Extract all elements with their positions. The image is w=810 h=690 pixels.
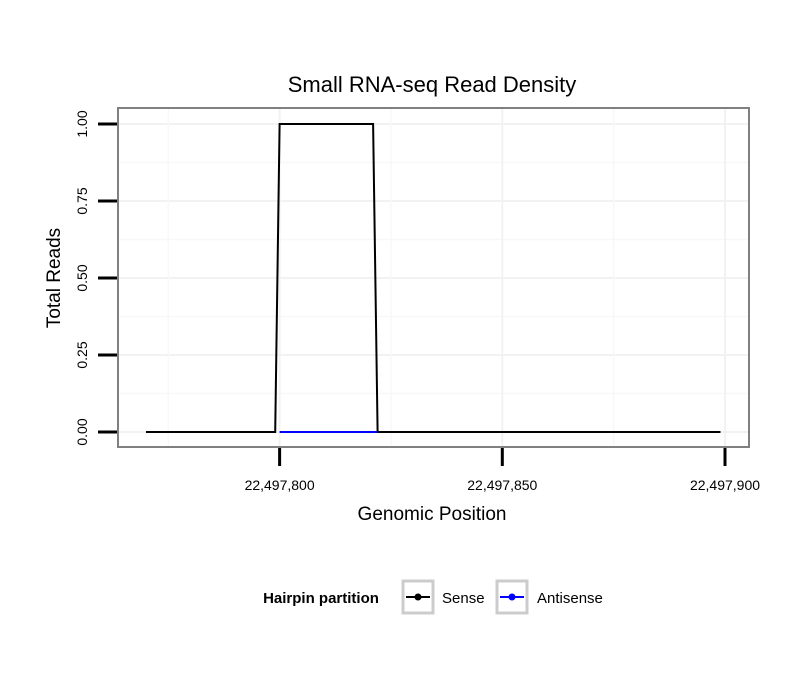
grid (118, 108, 749, 447)
legend-title: Hairpin partition (263, 590, 379, 607)
y-axis-title: Total Reads (44, 228, 65, 328)
x-tick-label-1: 22,497,850 (467, 477, 537, 493)
x-tick-label-0: 22,497,800 (245, 477, 315, 493)
y-tick-label-3: 0.75 (74, 187, 90, 214)
legend-label-sense: Sense (442, 590, 485, 607)
legend-item-antisense: Antisense (495, 579, 603, 615)
chart-title: Small RNA-seq Read Density (288, 72, 577, 97)
legend-label-antisense: Antisense (537, 590, 603, 607)
x-axis-title: Genomic Position (358, 504, 507, 525)
y-tick-label-0: 0.00 (74, 418, 90, 445)
x-tick-label-2: 22,497,900 (690, 477, 760, 493)
legend-point-antisense (508, 593, 516, 601)
x-axis: 22,497,800 22,497,850 22,497,900 (245, 448, 760, 493)
legend-point-sense (414, 593, 422, 601)
plot-border (117, 107, 750, 448)
legend: Hairpin partition Sense Antisense (263, 579, 603, 615)
y-tick-label-1: 0.25 (74, 341, 90, 368)
series-layer (146, 123, 721, 433)
series-line-sense (146, 123, 721, 433)
y-tick-label-4: 1.00 (74, 110, 90, 137)
legend-item-sense: Sense (401, 579, 485, 615)
y-axis: 0.00 0.25 0.50 0.75 1.00 (74, 110, 117, 446)
y-tick-label-2: 0.50 (74, 264, 90, 291)
